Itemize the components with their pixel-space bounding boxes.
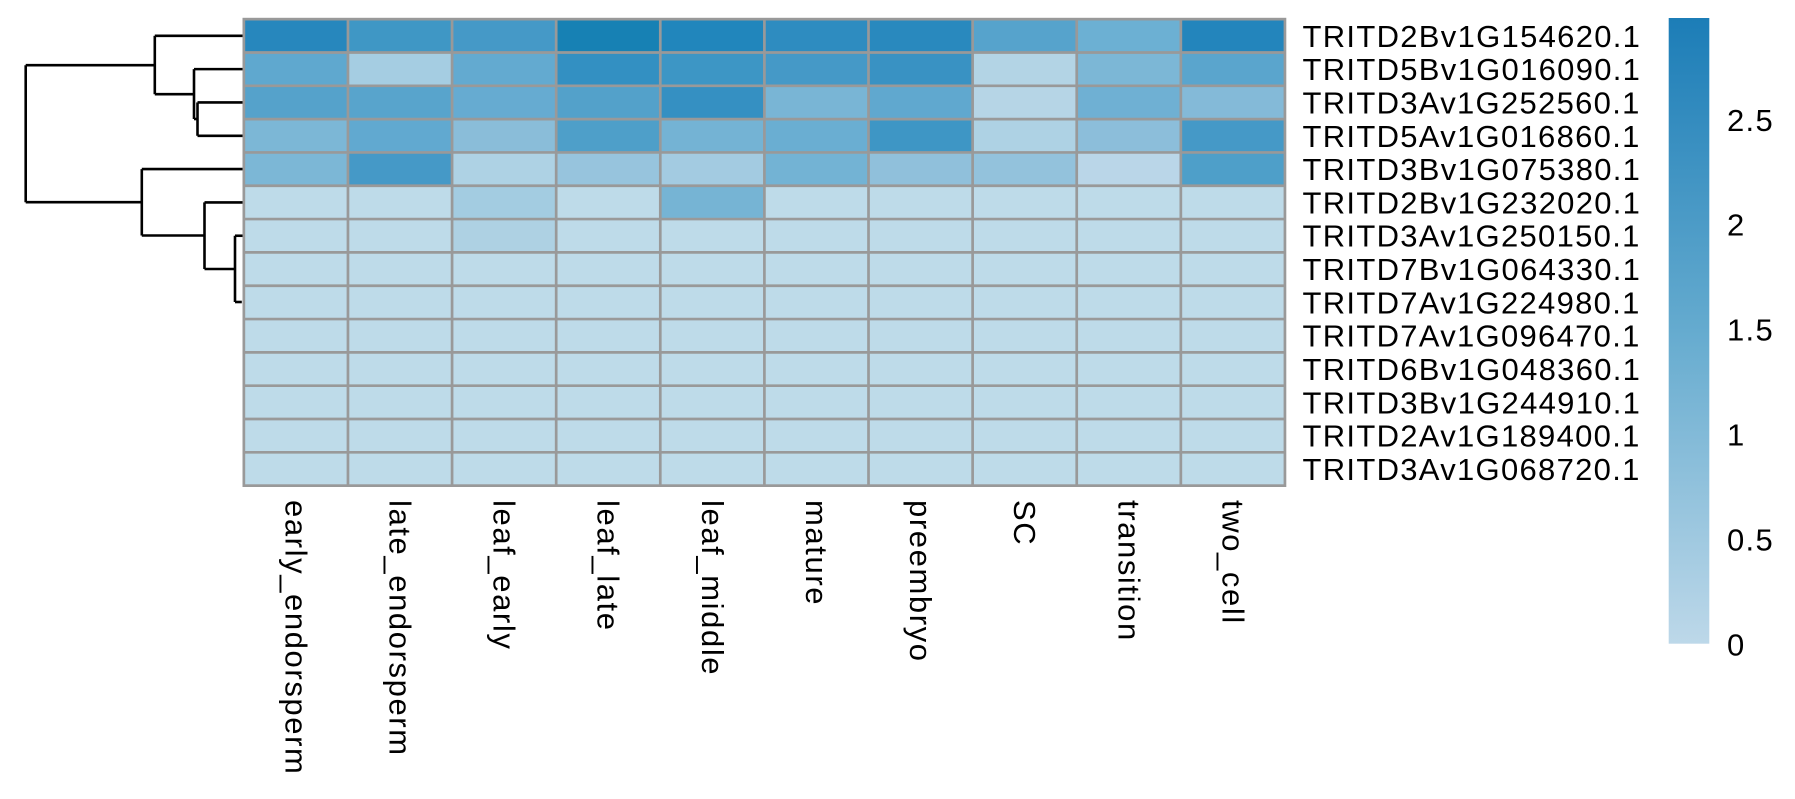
- svg-text:leaf_middle: leaf_middle: [695, 500, 730, 676]
- svg-text:0.5: 0.5: [1727, 522, 1774, 557]
- svg-text:TRITD7Av1G096470.1: TRITD7Av1G096470.1: [1303, 319, 1641, 354]
- svg-text:TRITD3Bv1G075380.1: TRITD3Bv1G075380.1: [1303, 152, 1642, 187]
- svg-text:TRITD7Bv1G064330.1: TRITD7Bv1G064330.1: [1303, 252, 1642, 287]
- svg-text:0: 0: [1727, 627, 1746, 662]
- svg-text:leaf_late: leaf_late: [591, 500, 626, 632]
- svg-text:TRITD3Bv1G244910.1: TRITD3Bv1G244910.1: [1303, 385, 1642, 420]
- svg-text:TRITD3Av1G250150.1: TRITD3Av1G250150.1: [1303, 219, 1641, 254]
- svg-text:TRITD6Bv1G048360.1: TRITD6Bv1G048360.1: [1303, 352, 1642, 387]
- svg-text:leaf_early: leaf_early: [487, 500, 522, 650]
- svg-text:two_cell: two_cell: [1215, 500, 1250, 625]
- svg-text:TRITD2Bv1G154620.1: TRITD2Bv1G154620.1: [1303, 19, 1642, 54]
- svg-text:1.5: 1.5: [1727, 313, 1774, 348]
- svg-text:TRITD3Av1G068720.1: TRITD3Av1G068720.1: [1303, 452, 1641, 487]
- svg-text:TRITD5Av1G016860.1: TRITD5Av1G016860.1: [1303, 119, 1641, 154]
- svg-text:mature: mature: [799, 500, 834, 606]
- svg-text:TRITD5Bv1G016090.1: TRITD5Bv1G016090.1: [1303, 52, 1642, 87]
- svg-text:early_endorsperm: early_endorsperm: [278, 500, 313, 775]
- svg-text:2.5: 2.5: [1727, 103, 1774, 138]
- svg-text:1: 1: [1727, 418, 1746, 453]
- svg-text:TRITD2Av1G189400.1: TRITD2Av1G189400.1: [1303, 419, 1641, 454]
- svg-text:SC: SC: [1007, 500, 1042, 546]
- svg-text:TRITD7Av1G224980.1: TRITD7Av1G224980.1: [1303, 285, 1641, 320]
- svg-text:2: 2: [1727, 208, 1746, 243]
- svg-text:TRITD3Av1G252560.1: TRITD3Av1G252560.1: [1303, 85, 1641, 120]
- svg-text:late_endorsperm: late_endorsperm: [383, 500, 418, 757]
- svg-text:transition: transition: [1111, 500, 1146, 642]
- svg-text:TRITD2Bv1G232020.1: TRITD2Bv1G232020.1: [1303, 185, 1642, 220]
- svg-text:preembryo: preembryo: [903, 500, 938, 663]
